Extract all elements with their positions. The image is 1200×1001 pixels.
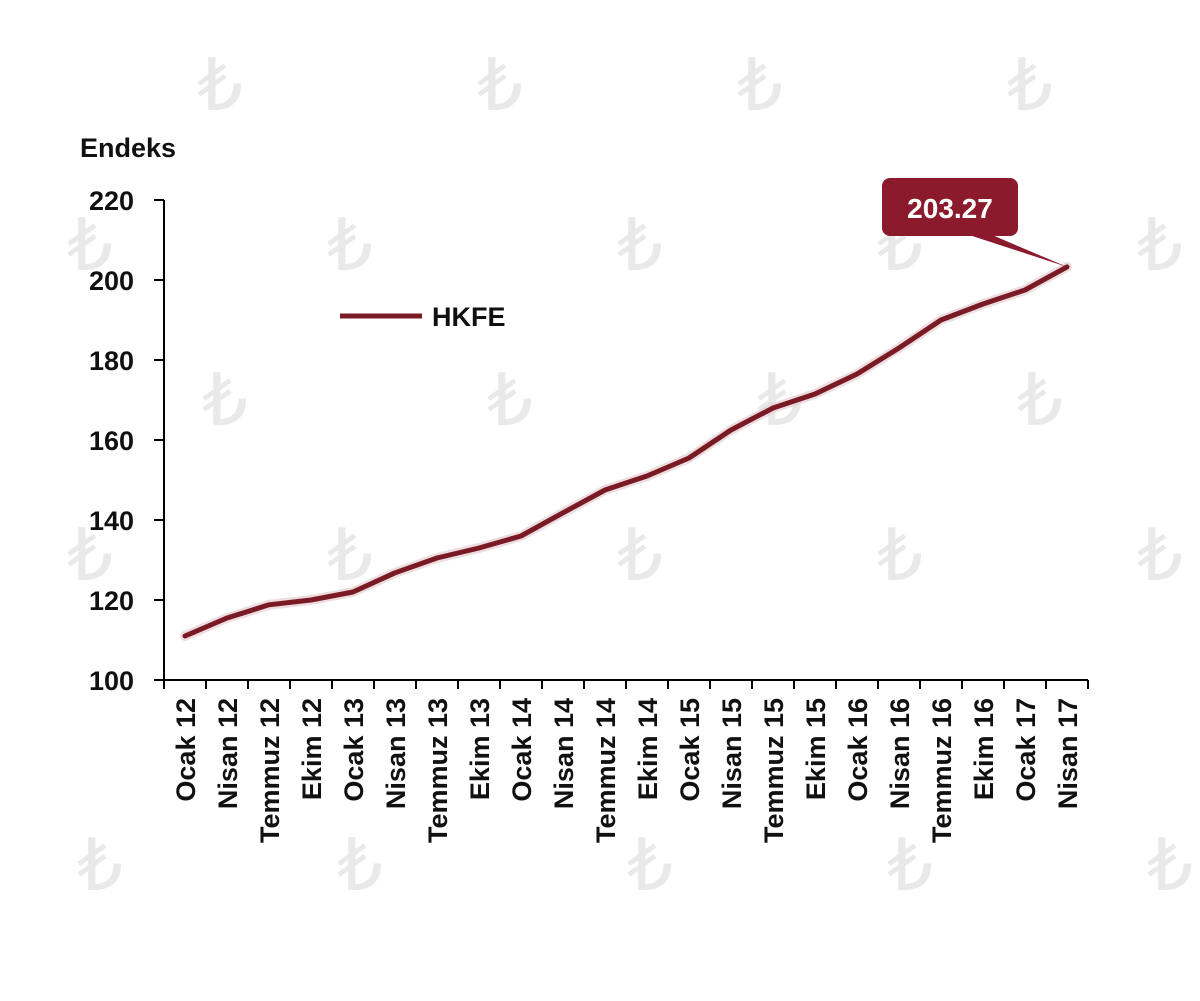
watermark-glyph: ₺ bbox=[617, 203, 663, 287]
legend-label: HKFE bbox=[432, 302, 506, 332]
data-point bbox=[940, 319, 942, 321]
watermark-glyph: ₺ bbox=[887, 823, 933, 907]
x-tick-label: Ocak 14 bbox=[507, 698, 537, 802]
callout-box bbox=[882, 178, 1018, 236]
plot-area: 100 120 140 160 180 200 220 Endeks Ocak 12 Nisan … bbox=[80, 133, 1089, 843]
watermark-glyph: ₺ bbox=[737, 43, 783, 127]
watermark-glyph: ₺ bbox=[617, 513, 663, 597]
data-point bbox=[310, 599, 312, 601]
data-point bbox=[982, 303, 984, 305]
data-point bbox=[184, 635, 186, 637]
x-tick-label: Nisan 14 bbox=[549, 698, 579, 809]
data-point bbox=[1024, 289, 1026, 291]
x-tick-label: Ocak 17 bbox=[1011, 698, 1041, 802]
x-tick-label: Ekim 15 bbox=[801, 698, 831, 800]
data-point bbox=[730, 429, 732, 431]
data-point bbox=[394, 572, 396, 574]
x-tick-label: Nisan 12 bbox=[213, 698, 243, 809]
data-point bbox=[688, 457, 690, 459]
data-point bbox=[268, 604, 270, 606]
data-point bbox=[352, 591, 354, 593]
x-tick-label: Temmuz 13 bbox=[423, 698, 453, 843]
watermark-glyph: ₺ bbox=[77, 823, 123, 907]
x-tick-label: Ocak 13 bbox=[339, 698, 369, 802]
data-point bbox=[478, 547, 480, 549]
x-tick-label: Temmuz 16 bbox=[927, 698, 957, 843]
x-tick-label: Ocak 15 bbox=[675, 698, 705, 802]
x-tick-label: Nisan 15 bbox=[717, 698, 747, 809]
data-point bbox=[226, 617, 228, 619]
data-point bbox=[436, 557, 438, 559]
x-tick-label: Temmuz 12 bbox=[255, 698, 285, 843]
watermark-glyph: ₺ bbox=[67, 203, 113, 287]
x-tick-label: Nisan 13 bbox=[381, 698, 411, 809]
data-point bbox=[562, 512, 564, 514]
watermark-glyph: ₺ bbox=[67, 513, 113, 597]
y-tick-label: 120 bbox=[89, 586, 134, 616]
watermark-glyph: ₺ bbox=[477, 43, 523, 127]
series-line-hkfe bbox=[182, 264, 1070, 639]
x-tick-label: Ocak 16 bbox=[843, 698, 873, 802]
data-point bbox=[856, 373, 858, 375]
watermark-glyph: ₺ bbox=[627, 823, 673, 907]
watermark-glyph: ₺ bbox=[327, 203, 373, 287]
watermark-glyph: ₺ bbox=[337, 823, 383, 907]
data-point bbox=[520, 535, 522, 537]
x-tick-label: Ekim 16 bbox=[969, 698, 999, 800]
watermark-glyph: ₺ bbox=[197, 43, 243, 127]
callout-value: 203.27 bbox=[907, 193, 993, 224]
watermark-glyph: ₺ bbox=[877, 513, 923, 597]
watermark-glyph: ₺ bbox=[1017, 358, 1063, 442]
data-point bbox=[604, 489, 606, 491]
watermark-glyph: ₺ bbox=[202, 358, 248, 442]
y-tick-label: 200 bbox=[89, 266, 134, 296]
x-tick-label: Temmuz 15 bbox=[759, 698, 789, 843]
watermark-glyph: ₺ bbox=[1137, 513, 1183, 597]
callout-pointer bbox=[960, 232, 1067, 267]
y-tick-label: 160 bbox=[89, 426, 134, 456]
x-tick-label: Temmuz 14 bbox=[591, 698, 621, 843]
y-tick-label: 220 bbox=[89, 186, 134, 216]
watermark-glyph: ₺ bbox=[487, 358, 533, 442]
x-tick-label: Ekim 13 bbox=[465, 698, 495, 800]
watermark-glyph: ₺ bbox=[1137, 203, 1183, 287]
y-tick-label: 180 bbox=[89, 346, 134, 376]
x-tick-label: Nisan 17 bbox=[1053, 698, 1083, 809]
y-axis-title: Endeks bbox=[80, 133, 176, 163]
data-point bbox=[814, 393, 816, 395]
watermark-glyph: ₺ bbox=[1007, 43, 1053, 127]
watermark-glyph: ₺ bbox=[1147, 823, 1193, 907]
x-tick-label: Ekim 14 bbox=[633, 698, 663, 800]
x-tick-label: Ekim 12 bbox=[297, 698, 327, 800]
data-point bbox=[772, 407, 774, 409]
x-tick-label: Ocak 12 bbox=[171, 698, 201, 802]
x-tick-label: Nisan 16 bbox=[885, 698, 915, 809]
y-tick-label: 140 bbox=[89, 506, 134, 536]
data-point bbox=[898, 347, 900, 349]
watermark-layer: ₺ ₺ ₺ ₺₺ ₺ ₺ ₺ ₺₺ ₺ ₺ ₺₺ ₺ ₺ ₺ ₺₺ ₺ ₺ ₺ ₺ bbox=[67, 43, 1193, 907]
data-point bbox=[646, 475, 648, 477]
y-tick-label: 100 bbox=[89, 666, 134, 696]
